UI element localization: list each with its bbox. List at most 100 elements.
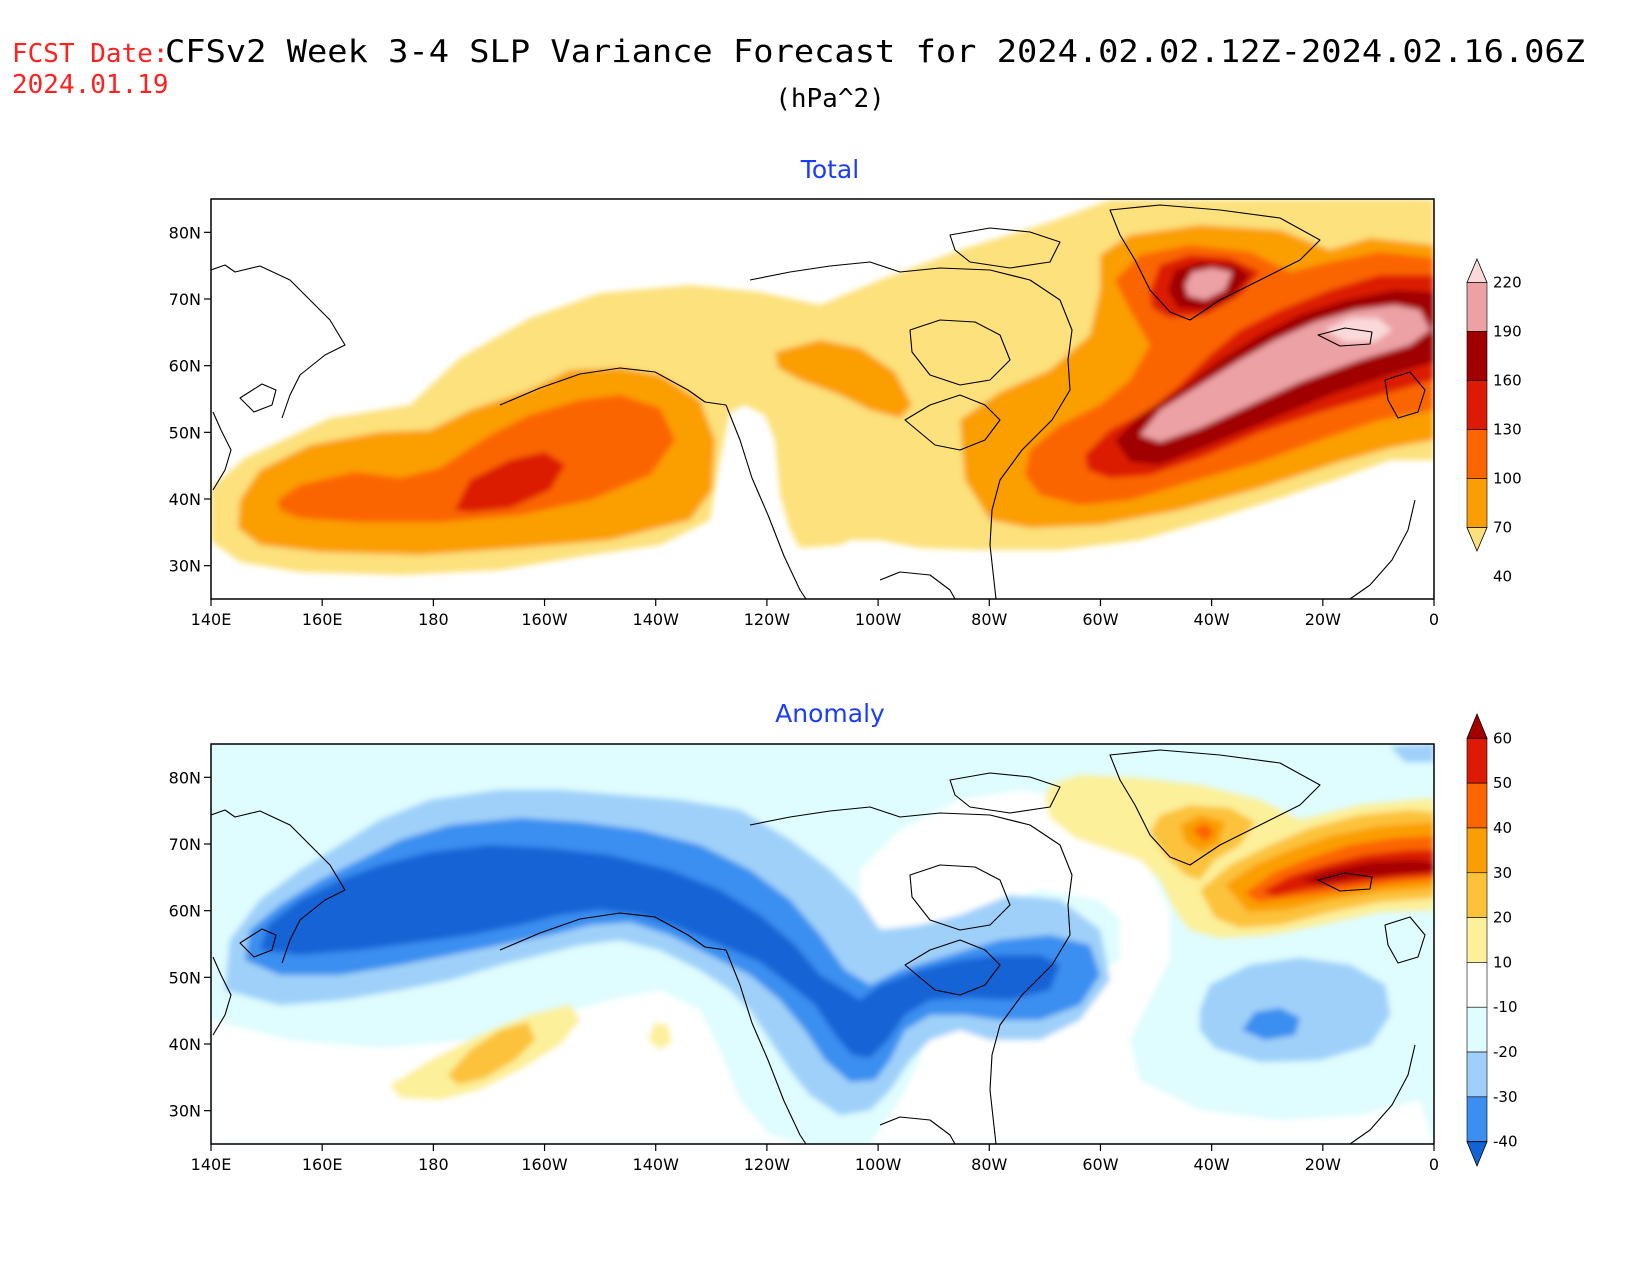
colorbar-segment <box>1466 1051 1488 1098</box>
anomaly-level-40-b <box>1192 823 1215 842</box>
x-tick-label: 20W <box>1305 1155 1341 1174</box>
panel-anomaly-title: Anomaly <box>775 699 885 728</box>
colorbar-segment <box>1466 738 1488 784</box>
y-tick-label: 50N <box>169 968 201 987</box>
colorbar-label: 20 <box>1493 909 1512 927</box>
fcst-date-label: FCST Date: <box>12 39 169 69</box>
panel-total-title: Total <box>800 155 859 184</box>
colorbar-bottom-arrow <box>1466 527 1488 553</box>
colorbar-segment <box>1466 478 1488 528</box>
anomaly-level-60 <box>1300 860 1434 884</box>
total-level-100 <box>278 395 675 522</box>
figure-title: CFSv2 Week 3-4 SLP Variance Forecast for… <box>165 34 1585 70</box>
colorbar-segment <box>1466 282 1488 332</box>
x-tick-label: 160E <box>302 1155 343 1174</box>
x-tick-label: 40W <box>1194 1155 1230 1174</box>
colorbar-label: 190 <box>1493 323 1522 341</box>
x-tick-label: 160W <box>521 1155 568 1174</box>
x-tick-label: 140E <box>191 610 232 629</box>
colorbar-label: -40 <box>1493 1133 1518 1151</box>
y-tick-label: 40N <box>169 1035 201 1054</box>
colorbar-segment <box>1466 917 1488 963</box>
y-tick-label: 80N <box>169 768 201 787</box>
colorbar-segment <box>1466 380 1488 430</box>
y-tick-label: 50N <box>169 423 201 442</box>
anomaly-level-neg40 <box>260 845 1060 1058</box>
colorbar-label: 60 <box>1493 729 1512 747</box>
x-tick-label: 140E <box>191 1155 232 1174</box>
y-tick-label: 80N <box>169 223 201 242</box>
x-tick-label: 0 <box>1429 610 1439 629</box>
anomaly-shading <box>211 744 1434 1144</box>
colorbar-label: 70 <box>1493 519 1512 537</box>
y-tick-label: 30N <box>169 1102 201 1121</box>
y-tick-label: 30N <box>169 557 201 576</box>
anomaly-neutral-white-b <box>860 790 1434 1144</box>
colorbar-label: 220 <box>1493 274 1522 292</box>
anomaly-level-10-c <box>648 1022 672 1050</box>
colorbar-label: 40 <box>1493 568 1512 586</box>
colorbar-label: -10 <box>1493 998 1518 1016</box>
colorbar-label: 130 <box>1493 421 1522 439</box>
x-tick-label: 100W <box>855 610 902 629</box>
units-label: (hPa^2) <box>775 84 885 114</box>
colorbar-label: 10 <box>1493 953 1512 971</box>
colorbar-segment <box>1466 872 1488 918</box>
colorbar-top-arrow <box>1466 257 1488 283</box>
x-tick-label: 120W <box>744 1155 791 1174</box>
panel-total: Total <box>169 155 1522 629</box>
colorbar-label: 30 <box>1493 864 1512 882</box>
total-shading <box>211 199 1434 599</box>
total-level-130 <box>455 452 565 512</box>
total-level-70-b <box>775 340 912 418</box>
x-tick-label: 180 <box>418 610 449 629</box>
x-tick-label: 160E <box>302 610 343 629</box>
y-tick-label: 60N <box>169 902 201 921</box>
colorbar-segment <box>1466 429 1488 479</box>
colorbar-top-arrow <box>1466 712 1488 739</box>
colorbar-segment <box>1466 782 1488 829</box>
x-tick-label: 80W <box>971 1155 1007 1174</box>
colorbar-segment <box>1466 1096 1488 1142</box>
y-tick-label: 70N <box>169 290 201 309</box>
fcst-date-value: 2024.01.19 <box>12 70 169 100</box>
panel-anomaly-frame <box>210 743 1435 1145</box>
x-tick-label: 140W <box>633 610 680 629</box>
colorbar-bottom-arrow <box>1466 1141 1488 1168</box>
colorbar-label: -20 <box>1493 1043 1518 1061</box>
panel-total-frame <box>210 198 1435 600</box>
x-tick-label: 140W <box>633 1155 680 1174</box>
x-tick-label: 100W <box>855 1155 902 1174</box>
colorbar-label: 100 <box>1493 470 1522 488</box>
x-tick-label: 180 <box>418 1155 449 1174</box>
anomaly-level-neg20-c <box>1390 744 1434 762</box>
y-tick-label: 40N <box>169 490 201 509</box>
colorbar-label: -30 <box>1493 1088 1518 1106</box>
colorbar-segment <box>1466 1006 1488 1053</box>
colorbar-segment <box>1466 331 1488 381</box>
panel-anomaly-colorbar: 60 50 40 30 20 10 -10 -20 -30 -40 <box>1466 712 1518 1168</box>
anomaly-land-outlines <box>211 749 1426 1144</box>
anomaly-level-neg20-b <box>1200 958 1390 1062</box>
x-tick-label: 20W <box>1305 610 1341 629</box>
total-level-190-b <box>1185 268 1232 300</box>
panel-total-colorbar: 220 190 160 130 100 70 40 <box>1466 257 1522 586</box>
x-tick-label: 60W <box>1082 610 1118 629</box>
colorbar-label: 160 <box>1493 372 1522 390</box>
anomaly-level-neg30-b <box>1242 1008 1300 1040</box>
panel-anomaly-axes: 140E 160E 180 160W 140W 120W 100W 80W 60W 40W 20W 0… <box>169 768 1439 1174</box>
panel-anomaly: Anomaly <box>169 699 1518 1174</box>
x-tick-label: 60W <box>1082 1155 1118 1174</box>
x-tick-label: 40W <box>1194 610 1230 629</box>
y-tick-label: 60N <box>169 357 201 376</box>
colorbar-label: 50 <box>1493 774 1512 792</box>
x-tick-label: 120W <box>744 610 791 629</box>
anomaly-level-20-c <box>448 1022 535 1085</box>
y-tick-label: 70N <box>169 835 201 854</box>
colorbar-segment <box>1466 827 1488 874</box>
total-land-outlines <box>211 204 1426 599</box>
panel-total-axes: 140E 160E 180 160W 140W 120W 100W 80W 60W 40W 20W 0… <box>169 223 1439 629</box>
x-tick-label: 0 <box>1429 1155 1439 1174</box>
